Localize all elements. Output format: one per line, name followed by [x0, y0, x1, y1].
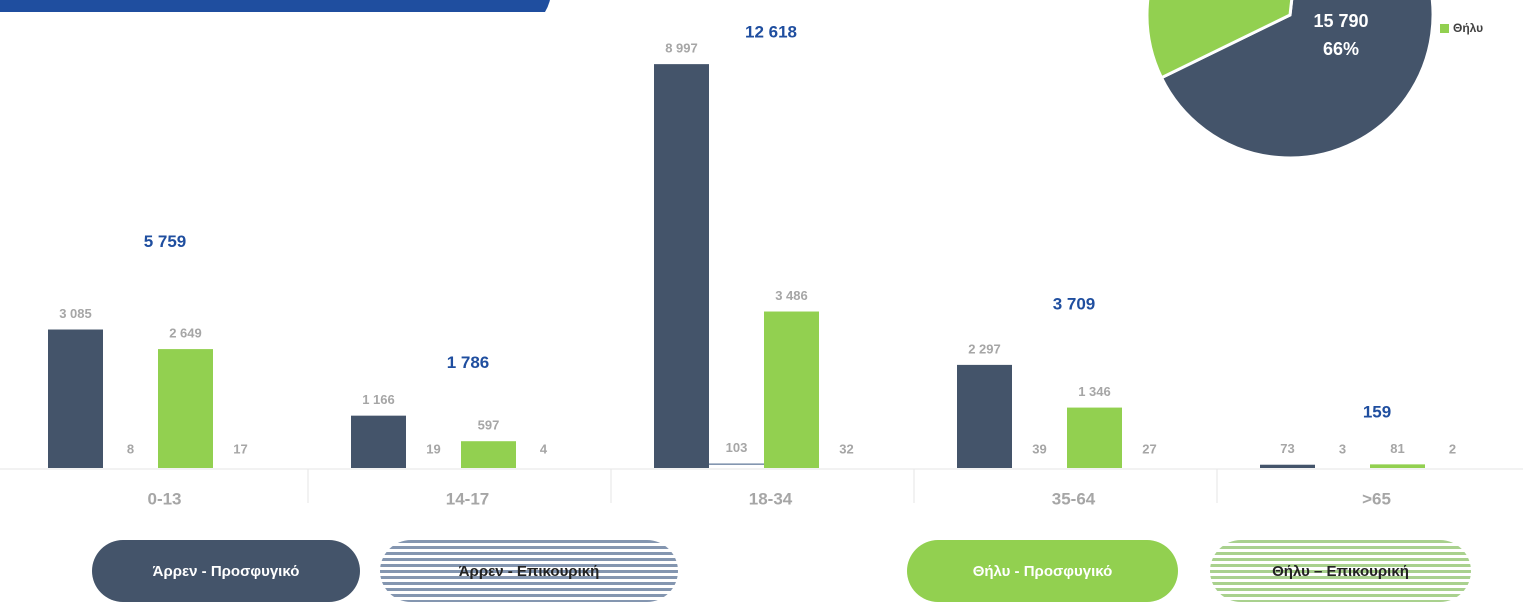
pie-value-label: 66% [1323, 39, 1359, 59]
total-label: 1 786 [447, 353, 490, 372]
total-label: 5 759 [144, 232, 187, 251]
legend-pill [92, 540, 360, 602]
value-label: 32 [839, 441, 853, 456]
value-label: 8 997 [665, 41, 698, 56]
legend-label: Άρρεν - Επικουρική [459, 563, 600, 580]
bar [48, 329, 103, 468]
bar [957, 364, 1012, 468]
value-label: 3 [1339, 441, 1346, 456]
value-label: 597 [478, 418, 500, 433]
bar [103, 466, 158, 468]
bar [709, 463, 764, 468]
bar [1122, 466, 1177, 468]
pie-slice [1145, 0, 1294, 80]
legend-label: Θήλυ – Επικουρική [1272, 563, 1409, 580]
bar [1315, 466, 1370, 468]
total-label: 3 709 [1053, 294, 1096, 313]
x-tick-label: 18-34 [749, 489, 793, 508]
bar [158, 349, 213, 468]
value-label: 3 085 [59, 306, 92, 321]
value-label: 8 [127, 441, 134, 456]
legend-pill [907, 540, 1178, 602]
value-label: 17 [233, 441, 247, 456]
bar [461, 441, 516, 468]
value-label: 3 486 [775, 288, 808, 303]
bar [819, 466, 874, 468]
legend-pill [380, 540, 678, 602]
x-tick-label: 35-64 [1052, 489, 1096, 508]
bar [1425, 466, 1480, 468]
bar [406, 466, 461, 468]
value-label: 39 [1032, 441, 1046, 456]
value-label: 73 [1280, 441, 1294, 456]
legend-swatch [1440, 24, 1449, 33]
bar [1370, 464, 1425, 468]
pie-slice [1159, 0, 1435, 160]
bar [764, 311, 819, 468]
value-label: 1 346 [1078, 384, 1111, 399]
legend-label: Άρρεν - Προσφυγικό [153, 563, 300, 580]
bar [1260, 464, 1315, 468]
value-label: 1 166 [362, 392, 395, 407]
value-label: 2 649 [169, 326, 202, 341]
legend-label: Θήλυ [1453, 21, 1483, 35]
value-label: 19 [426, 441, 440, 456]
bar [654, 64, 709, 468]
x-tick-label: >65 [1362, 489, 1391, 508]
bar [516, 466, 571, 468]
x-tick-label: 0-13 [147, 489, 181, 508]
total-label: 159 [1363, 403, 1391, 422]
total-label: 12 618 [745, 23, 797, 42]
value-label: 27 [1142, 441, 1156, 456]
pie-count-label: 15 790 [1313, 11, 1368, 31]
value-label: 2 [1449, 441, 1456, 456]
legend-label: Θήλυ - Προσφυγικό [973, 563, 1113, 580]
value-label: 81 [1390, 441, 1404, 456]
x-tick-label: 14-17 [446, 489, 489, 508]
value-label: 2 297 [968, 341, 1001, 356]
bar [351, 415, 406, 468]
value-label: 4 [540, 441, 548, 456]
legend-pill [1210, 540, 1471, 602]
bar [1012, 466, 1067, 468]
value-label: 103 [726, 440, 748, 455]
bar [1067, 407, 1122, 468]
bar [213, 466, 268, 468]
header-band [0, 0, 550, 12]
